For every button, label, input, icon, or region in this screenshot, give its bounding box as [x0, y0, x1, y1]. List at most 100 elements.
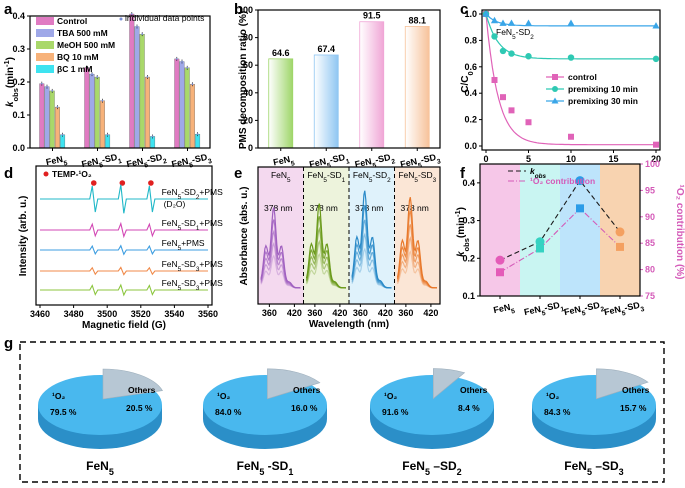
x-tick-label: FeN5-SD1: [523, 299, 565, 321]
series-line: [351, 232, 392, 289]
plot-frame-d: [35, 165, 213, 306]
segment-label: FeN5: [271, 170, 291, 184]
pie-value: 8.4 %: [458, 403, 480, 413]
x-tick-label: FeN5-SD2: [354, 151, 396, 173]
data-point: [91, 73, 93, 75]
bar: [184, 67, 190, 149]
y-tick-label: 0.4: [464, 88, 477, 98]
annotation-label: FeN5-SD2: [496, 27, 534, 41]
x-tick-label: 360: [307, 308, 322, 318]
y-tick-label: 0.1: [462, 291, 475, 301]
data-point: [567, 19, 575, 26]
y-tick-label: 20: [243, 115, 253, 125]
y-tick-label: 0.6: [464, 62, 477, 72]
data-point: [51, 90, 54, 92]
data-point: [106, 133, 109, 136]
series-line: [396, 236, 437, 289]
series-label: FeN5-SD3+PMS: [162, 278, 224, 292]
series-line: [260, 254, 301, 289]
pie-title: FeN5 –SD2: [402, 459, 461, 477]
pie-label: ¹O₂: [217, 391, 230, 401]
category-band: [560, 164, 600, 296]
series-line: [40, 184, 208, 214]
x-tick-label: FeN5-SD3: [399, 151, 441, 173]
x-tick-label: 360: [262, 308, 277, 318]
bar: [179, 61, 185, 149]
panel-label-e: e: [234, 165, 242, 182]
legend-label: TBA 500 mM: [57, 28, 108, 38]
y-tick-label: 0.0: [12, 143, 25, 153]
series-line: [260, 241, 301, 289]
pie-slice-o2: [370, 375, 494, 435]
panel-label-c: c: [460, 1, 468, 18]
data-point: [130, 13, 133, 15]
legend-swatch: [36, 29, 54, 37]
pie-label: ¹O₂: [546, 391, 559, 401]
plot-frame-f: [479, 163, 641, 297]
x-tick-label: 20: [651, 154, 661, 164]
legend-swatch: [36, 41, 54, 49]
data-point: [496, 268, 504, 277]
x-axis-label: Wavelength (nm): [309, 319, 389, 330]
data-point: [146, 76, 149, 78]
data-point: [136, 25, 138, 28]
y-tick-label: 0.2: [12, 77, 25, 87]
data-point: [499, 47, 507, 55]
data-point: [46, 85, 48, 88]
legend-swatch: [36, 17, 54, 25]
y-tick-label: 0: [248, 143, 253, 153]
series-line: [40, 266, 208, 276]
x-tick-label: 3460: [30, 309, 50, 319]
data-point: [499, 19, 507, 26]
data-point: [181, 60, 183, 63]
peak-marker: [119, 180, 126, 186]
series-line: [305, 226, 346, 289]
data-point: [576, 204, 584, 213]
legend-marker: [551, 97, 559, 104]
x-tick-label: 3540: [164, 309, 184, 319]
y-tick-label: 0.0: [464, 141, 477, 151]
plot-frame-a: [29, 15, 211, 149]
data-point: [525, 53, 532, 60]
bar: [313, 54, 339, 149]
series-line: [485, 13, 656, 146]
x-axis-label: Magnetic field (G): [82, 320, 166, 331]
series-line: [351, 247, 392, 289]
y-tick-label: 0.1: [12, 110, 25, 120]
y-tick-label: 60: [243, 60, 253, 70]
pie-label: Others: [128, 385, 156, 395]
legend-label: premixing 30 min: [568, 96, 638, 106]
pie-value: 84.0 %: [215, 407, 242, 417]
data-point: [186, 66, 189, 69]
x-tick-label: 3480: [64, 309, 84, 319]
dashed-border: [19, 341, 665, 483]
data-point: [495, 255, 505, 265]
x-tick-label: FeN5-SD2: [126, 151, 168, 173]
series-line: [499, 207, 621, 273]
bar: [174, 58, 180, 149]
bar: [94, 76, 100, 149]
plot-frame-e: [257, 166, 441, 305]
x-tick-label: 360: [353, 308, 368, 318]
data-point: [151, 135, 154, 138]
y-tick-label: 0.4: [462, 178, 475, 188]
data-point: [490, 16, 499, 24]
peak-marker: [148, 180, 154, 186]
bar: [49, 90, 55, 149]
legend-label: MeOH 500 mM: [57, 40, 115, 50]
y-tick-label: 0.3: [12, 44, 25, 54]
x-tick-label: 3520: [131, 309, 151, 319]
bar: [129, 13, 135, 149]
y-tick-label: 0.4: [12, 11, 25, 21]
data-point: [40, 82, 43, 85]
data-point: [652, 55, 660, 63]
data-point: [101, 99, 104, 102]
legend-label: premixing 10 min: [568, 84, 638, 94]
pie-title: FeN5: [86, 459, 114, 477]
panel-f: f 0.1 0.2 0.3 0.4 75 80 85 90 95 100 kobs(min-1) ¹O₂…: [453, 159, 685, 321]
x-tick-label: FeN5-SD2: [563, 299, 605, 321]
y-axis-label: Absorbance (abs. u.): [239, 187, 250, 286]
x-tick-label: FeN5-SD3: [603, 299, 645, 321]
y-tick-label: 0.8: [464, 35, 477, 45]
